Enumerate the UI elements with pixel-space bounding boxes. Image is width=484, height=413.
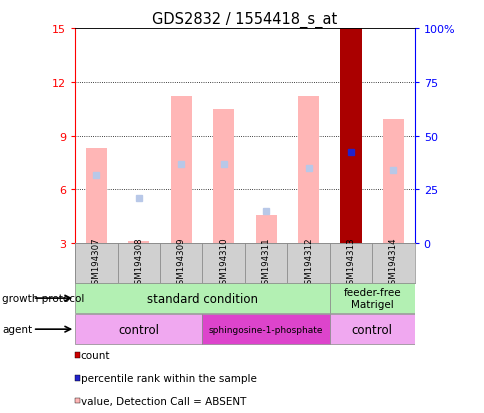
Bar (170, 97, 192, 244)
Bar (255, 215, 276, 244)
Bar (117, 244, 160, 283)
Bar (382, 120, 403, 244)
Bar (202, 315, 329, 344)
Bar (372, 244, 414, 283)
Bar (202, 244, 244, 283)
Text: agent: agent (2, 324, 32, 335)
Text: GSM194313: GSM194313 (346, 237, 355, 290)
Text: value, Detection Call = ABSENT: value, Detection Call = ABSENT (81, 396, 246, 406)
Text: GSM194310: GSM194310 (219, 237, 228, 290)
Text: GSM194314: GSM194314 (388, 237, 397, 290)
Bar (287, 244, 329, 283)
Text: control: control (118, 323, 159, 336)
Text: growth protocol: growth protocol (2, 293, 85, 304)
Bar (329, 244, 372, 283)
Title: GDS2832 / 1554418_s_at: GDS2832 / 1554418_s_at (152, 12, 337, 28)
Text: feeder-free
Matrigel: feeder-free Matrigel (343, 287, 400, 309)
Text: GSM194311: GSM194311 (261, 237, 270, 290)
Bar (75, 284, 329, 313)
Text: sphingosine-1-phosphate: sphingosine-1-phosphate (209, 325, 323, 334)
Bar (128, 242, 149, 244)
Text: standard condition: standard condition (147, 292, 257, 305)
Text: percentile rank within the sample: percentile rank within the sample (81, 373, 256, 383)
Bar (86, 149, 107, 244)
Text: GSM194308: GSM194308 (134, 237, 143, 290)
Text: GSM194312: GSM194312 (303, 237, 313, 290)
Bar (329, 315, 414, 344)
Bar (75, 315, 202, 344)
Bar (212, 109, 234, 244)
Bar (160, 244, 202, 283)
Bar (329, 284, 414, 313)
Bar (244, 244, 287, 283)
Text: GSM194307: GSM194307 (91, 237, 101, 290)
Text: control: control (351, 323, 392, 336)
Bar (340, 29, 361, 244)
Text: GSM194309: GSM194309 (176, 237, 185, 290)
Bar (297, 97, 318, 244)
Text: count: count (81, 350, 110, 360)
Bar (75, 244, 117, 283)
